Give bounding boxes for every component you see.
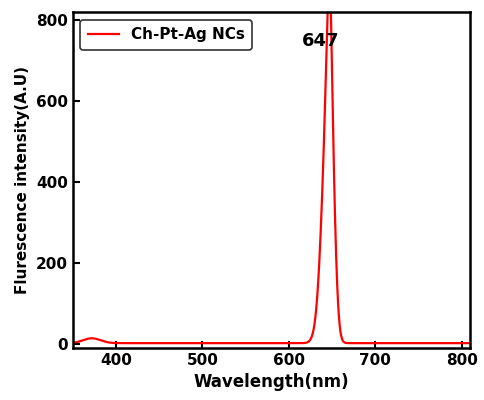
Text: 647: 647 <box>302 32 339 50</box>
Ch-Pt-Ag NCs <box>467 341 472 346</box>
Ch-Pt-Ag NCs <box>328 42 334 47</box>
X-axis label: Wavelength(nm): Wavelength(nm) <box>194 374 348 392</box>
Line: Ch-Pt-Ag NCs: Ch-Pt-Ag NCs <box>73 0 469 343</box>
Ch-Pt-Ag NCs <box>165 341 170 346</box>
Ch-Pt-Ag NCs <box>366 341 372 346</box>
Ch-Pt-Ag NCs <box>396 341 402 346</box>
Y-axis label: Flurescence intensity(A.U): Flurescence intensity(A.U) <box>15 66 30 294</box>
Ch-Pt-Ag NCs <box>142 341 148 346</box>
Legend: Ch-Pt-Ag NCs: Ch-Pt-Ag NCs <box>80 20 252 50</box>
Ch-Pt-Ag NCs <box>70 340 76 345</box>
Ch-Pt-Ag NCs <box>308 335 314 340</box>
Ch-Pt-Ag NCs <box>221 341 227 346</box>
